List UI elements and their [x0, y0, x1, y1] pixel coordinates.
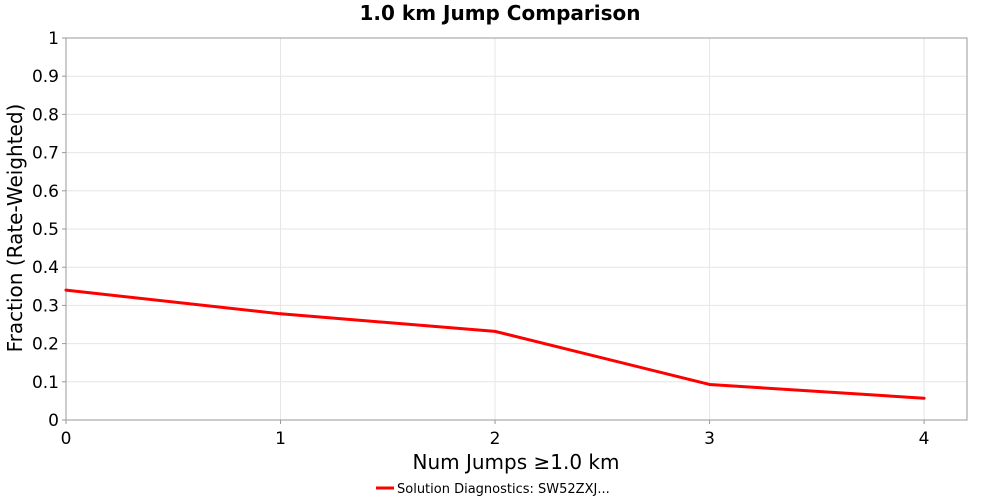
- y-tick-label: 1: [48, 29, 59, 49]
- y-axis-label: Fraction (Rate-Weighted): [3, 104, 27, 353]
- y-tick-label: 0.1: [32, 373, 59, 393]
- y-tick-label: 0.8: [32, 105, 59, 125]
- y-tick-label: 0.3: [32, 296, 59, 316]
- series-layer: [64, 288, 926, 400]
- y-tick-label: 0: [48, 411, 59, 431]
- data-point: [922, 396, 926, 400]
- chart-title: 1.0 km Jump Comparison: [360, 1, 641, 25]
- data-point: [64, 288, 68, 292]
- x-axis-label: Num Jumps ≥1.0 km: [413, 450, 620, 474]
- legend: Solution Diagnostics: SW52ZXJ...: [376, 482, 610, 497]
- y-tick-label: 0.4: [32, 258, 59, 278]
- x-tick-label: 4: [919, 429, 930, 449]
- axes: 0 0.1 0.2 0.3 0.4 0.5 0.6 0.7 0.8 0.9 1 0 1 2 3 4: [32, 29, 930, 449]
- legend-entry-label: Solution Diagnostics: SW52ZXJ...: [397, 482, 610, 497]
- x-tick-label: 2: [490, 429, 501, 449]
- grid-layer: [65, 37, 967, 421]
- x-tick-label: 0: [61, 429, 72, 449]
- data-point: [279, 312, 283, 316]
- y-tick-label: 0.6: [32, 182, 59, 202]
- y-tick-label: 0.7: [32, 144, 59, 164]
- data-point: [708, 382, 712, 386]
- data-point: [493, 329, 497, 333]
- y-tick-label: 0.2: [32, 335, 59, 355]
- x-tick-label: 3: [704, 429, 715, 449]
- y-tick-label: 0.9: [32, 67, 59, 87]
- y-tick-label: 0.5: [32, 220, 59, 240]
- x-tick-label: 1: [275, 429, 286, 449]
